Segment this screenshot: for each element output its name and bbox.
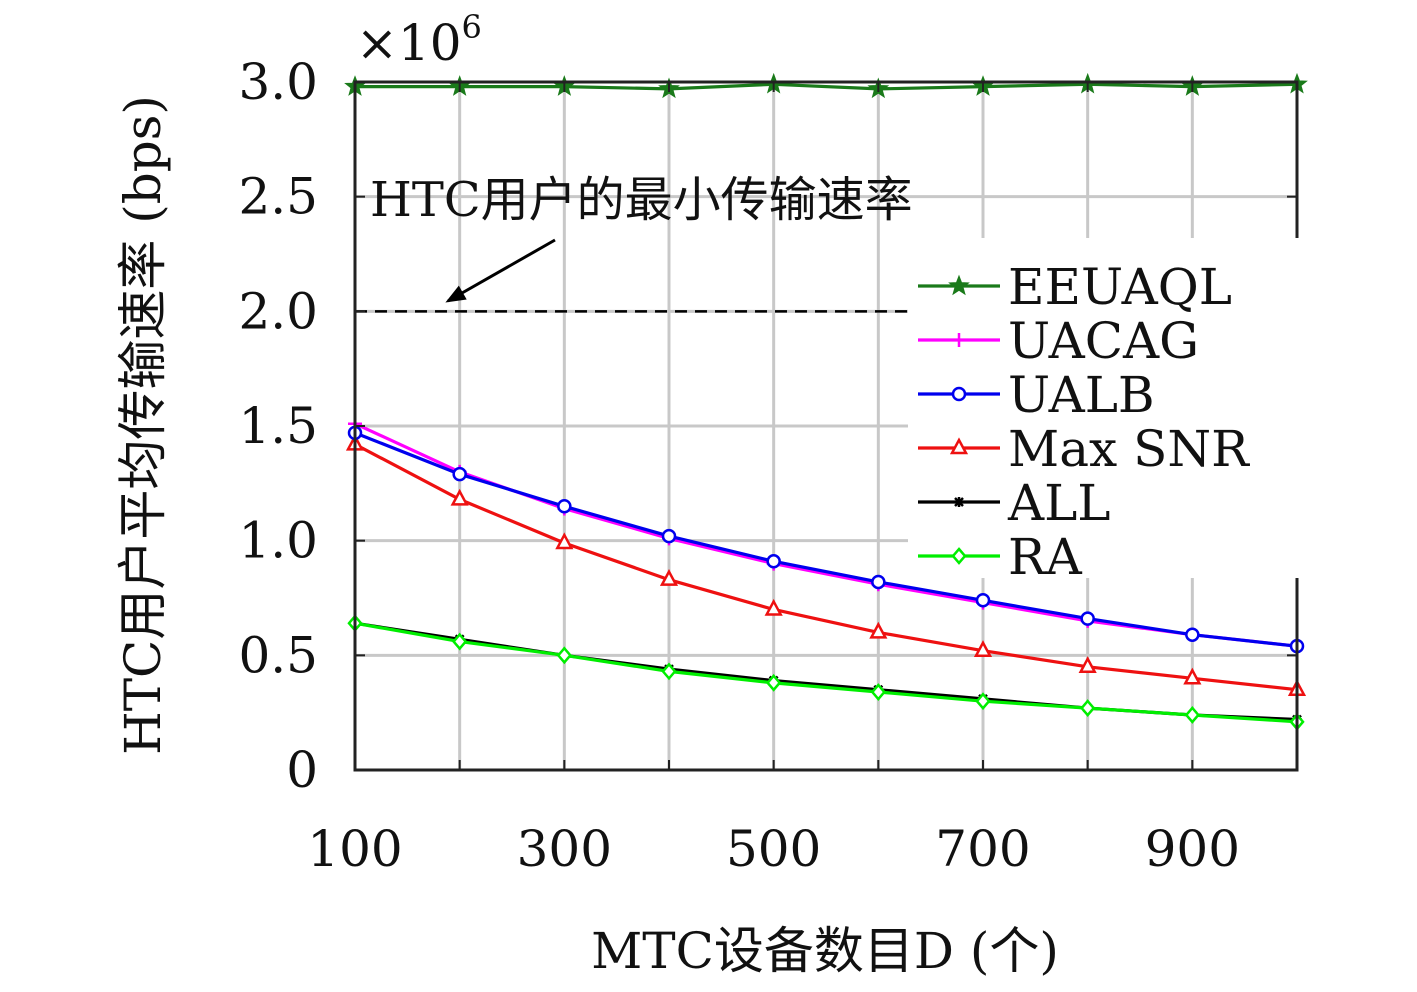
data-point-star — [948, 274, 970, 296]
x-tick-label: 900 — [1145, 820, 1240, 878]
legend-item-eeuaql: EEUAQL — [918, 258, 1232, 316]
y-multiplier: ×106 — [356, 8, 482, 72]
legend-label: UALB — [1008, 366, 1155, 424]
data-point-triangle — [973, 640, 993, 657]
legend-label: EEUAQL — [1008, 258, 1232, 316]
y-tick-label: 2.5 — [238, 168, 318, 226]
data-point-triangle — [1078, 656, 1097, 674]
y-tick-label: 0.5 — [238, 626, 318, 684]
data-point-circle — [1080, 611, 1095, 626]
x-tick-label: 500 — [726, 820, 821, 878]
series-all — [350, 618, 1302, 725]
data-point-diamond — [1080, 699, 1096, 718]
legend-item-uacag: UACAG — [918, 312, 1199, 370]
legend-item-all: ALL — [918, 474, 1111, 532]
data-point-triangle — [949, 437, 969, 455]
legend-item-ualb: UALB — [918, 366, 1155, 424]
data-point-circle — [975, 593, 991, 608]
legend-item-max-snr: Max SNR — [918, 420, 1250, 478]
annotation-arrowhead — [445, 285, 467, 303]
legend-label: RA — [1008, 528, 1083, 586]
x-tick-label: 700 — [935, 820, 1030, 878]
data-point-diamond — [975, 692, 991, 711]
series-line-all — [354, 621, 1298, 722]
data-point-triangle — [764, 598, 783, 616]
x-axis-label: MTC设备数目D (个) — [591, 922, 1059, 980]
data-point-circle — [452, 466, 467, 482]
data-point-triangle — [659, 569, 679, 586]
data-point-diamond — [452, 632, 468, 651]
y-tick-label: 0 — [286, 741, 318, 799]
series-max-snr — [345, 433, 1307, 696]
legend-background — [908, 238, 1300, 578]
x-tick-labels: 100 300 500 700 900 — [307, 820, 1240, 878]
annotation-text: HTC用户的最小传输速率 — [370, 172, 913, 228]
data-point-triangle — [1183, 667, 1202, 685]
data-point-diamond — [766, 673, 782, 692]
legend-label: UACAG — [1008, 312, 1199, 370]
y-tick-labels: 0 0.5 1.0 1.5 2.0 2.5 3.0 — [238, 53, 318, 799]
series-ra — [347, 614, 1305, 731]
series-eeuaql — [344, 72, 1308, 99]
y-tick-label: 2.0 — [238, 282, 318, 340]
data-point-diamond — [556, 646, 572, 665]
x-tick-label: 300 — [517, 820, 612, 878]
annotation-arrow — [447, 238, 556, 303]
data-point-circle — [661, 528, 677, 544]
series-group — [344, 72, 1308, 731]
data-point-diamond — [870, 683, 886, 701]
data-point-diamond — [951, 547, 967, 565]
y-axis-label: HTC用户平均传输速率 (bps) — [114, 95, 172, 755]
series-line-ra — [354, 621, 1298, 724]
series-line-ualb — [354, 431, 1298, 648]
data-point-circle — [871, 574, 886, 590]
data-point-triangle — [450, 488, 469, 506]
data-point-circle — [1185, 627, 1200, 642]
data-point-plus — [952, 333, 966, 347]
data-point-diamond — [661, 662, 677, 681]
data-point-triangle — [555, 532, 574, 550]
data-point-diamond — [1184, 706, 1200, 724]
y-tick-label: 3.0 — [238, 53, 318, 111]
legend-item-ra: RA — [918, 528, 1083, 586]
y-multiplier-exponent: 6 — [462, 8, 482, 46]
data-point-triangle — [869, 621, 888, 639]
legend-label: ALL — [1007, 474, 1111, 532]
annotation: HTC用户的最小传输速率 — [370, 172, 913, 303]
legend-label: Max SNR — [1008, 420, 1250, 478]
data-point-circle — [951, 386, 967, 402]
data-point-asterisk — [954, 497, 964, 507]
series-line-eeuaql — [355, 82, 1298, 91]
data-point-circle — [766, 554, 781, 569]
y-tick-label: 1.5 — [238, 397, 318, 455]
series-line-max-snr — [354, 442, 1298, 692]
x-tick-label: 100 — [307, 820, 402, 878]
data-point-circle — [557, 499, 572, 514]
y-tick-label: 1.0 — [238, 512, 318, 570]
